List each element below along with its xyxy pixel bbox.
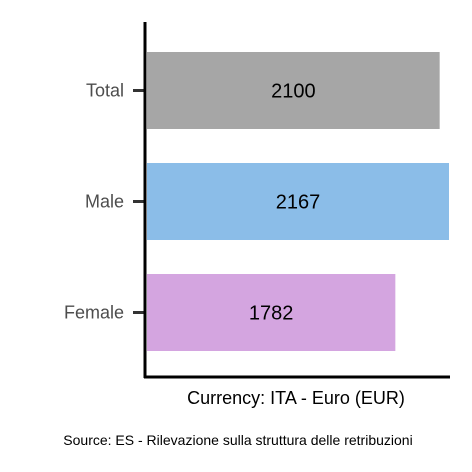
bar-value-label-female: 1782 [249,303,294,325]
bar-female [147,274,396,351]
y-tick-label-male: Male [85,192,124,212]
y-tick-label-female: Female [64,303,124,323]
bars-group [147,52,449,351]
bar-value-label-total: 2100 [271,81,316,103]
y-tick-label-total: Total [86,81,124,101]
y-axis-tick-labels: Total Male Female [64,81,124,323]
bar-male [147,163,449,240]
y-axis-ticks [133,89,145,314]
bar-total [147,52,440,129]
bar-value-labels: 2100 2167 1782 [249,81,320,325]
bar-value-label-male: 2167 [276,192,321,214]
x-axis-title: Currency: ITA - Euro (EUR) [187,388,405,408]
source-caption: Source: ES - Rilevazione sulla struttura… [63,432,412,448]
